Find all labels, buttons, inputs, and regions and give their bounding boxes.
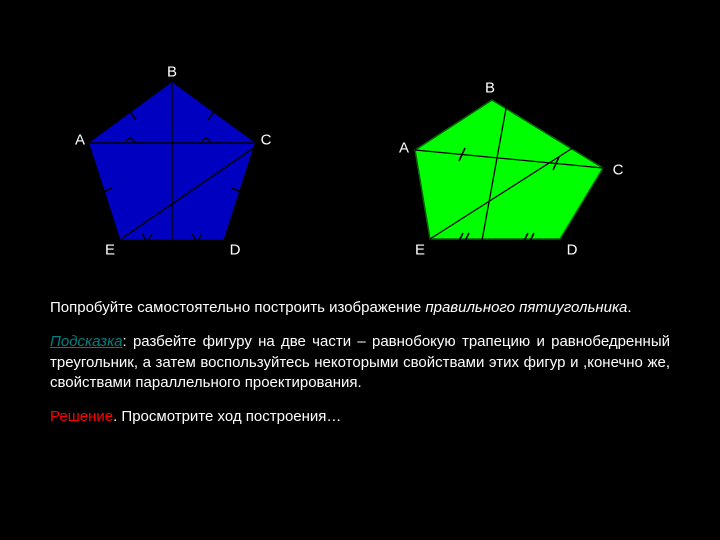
task-italic: правильного пятиугольника — [425, 299, 627, 316]
right-C: C — [613, 162, 624, 179]
right-E: E — [415, 242, 425, 259]
left-E: E — [105, 242, 115, 259]
hint-label: Подсказка — [50, 333, 123, 350]
task-plain: Попробуйте самостоятельно построить изоб… — [50, 299, 425, 316]
left-A: A — [75, 132, 85, 149]
solution-label: Решение — [50, 408, 113, 425]
right-D: D — [567, 242, 578, 259]
task-tail: . — [627, 299, 631, 316]
hint-body: : разбейте фигуру на две части – равнобо… — [50, 333, 670, 391]
left-B: B — [167, 64, 177, 81]
solution-text: Решение. Просмотрите ход построения… — [50, 407, 670, 427]
left-D: D — [230, 242, 241, 259]
hint-text: Подсказка: разбейте фигуру на две части … — [50, 332, 670, 393]
right-A: A — [399, 140, 409, 157]
task-text: Попробуйте самостоятельно построить изоб… — [50, 298, 670, 318]
right-B: B — [485, 80, 495, 97]
left-C: C — [261, 132, 272, 149]
solution-body: . Просмотрите ход построения… — [113, 408, 341, 425]
